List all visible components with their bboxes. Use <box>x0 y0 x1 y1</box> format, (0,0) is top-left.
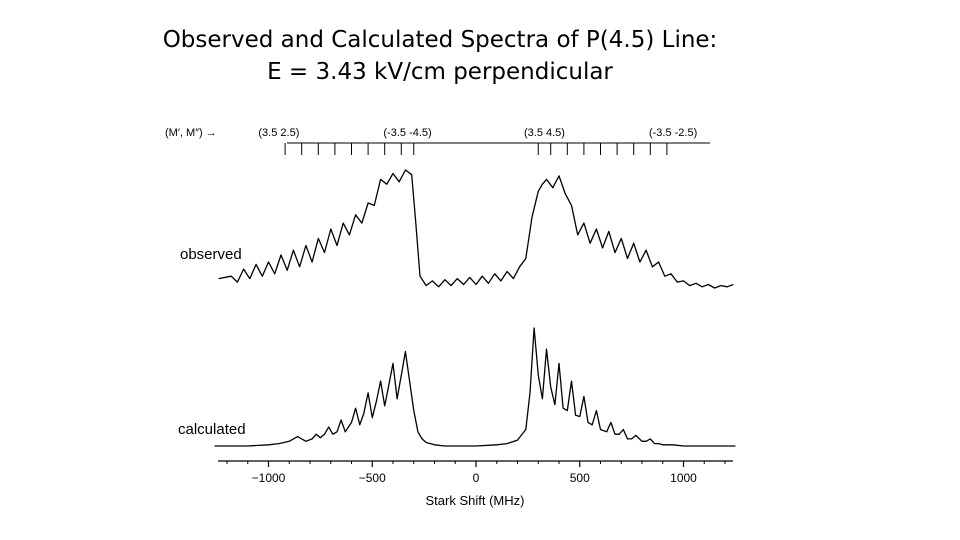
mj-group-label: (3.5 4.5) <box>524 127 565 139</box>
mj-header-label: (M′, M″) → <box>165 127 217 139</box>
x-tick-label: 1000 <box>670 471 697 485</box>
series-label-observed: observed <box>180 246 242 263</box>
x-tick-label: −1000 <box>252 471 286 485</box>
series-label-calculated: calculated <box>178 421 246 438</box>
x-tick-label: −500 <box>359 471 386 485</box>
title-line-2: E = 3.43 kV/cm perpendicular <box>267 59 613 85</box>
title-line-1: Observed and Calculated Spectra of P(4.5… <box>162 27 718 53</box>
mj-header: (M′, M″) → (3.5 2.5) (-3.5 -4.5) (3.5 4.5)… <box>165 127 710 155</box>
series-line-calculated <box>214 327 736 447</box>
x-tick-label: 0 <box>473 471 480 485</box>
series-labels: observed calculated <box>178 246 246 438</box>
x-tick-label: 500 <box>570 471 590 485</box>
series-line-observed <box>218 169 734 289</box>
mj-group-label: (-3.5 -2.5) <box>649 127 697 139</box>
mj-group-label: (-3.5 -4.5) <box>383 127 431 139</box>
mj-group-label: (3.5 2.5) <box>258 127 299 139</box>
x-axis: −1000 −500 0 500 1000 <box>218 460 733 485</box>
x-axis-label: Stark Shift (MHz) <box>426 493 525 508</box>
series-layer <box>214 169 736 447</box>
